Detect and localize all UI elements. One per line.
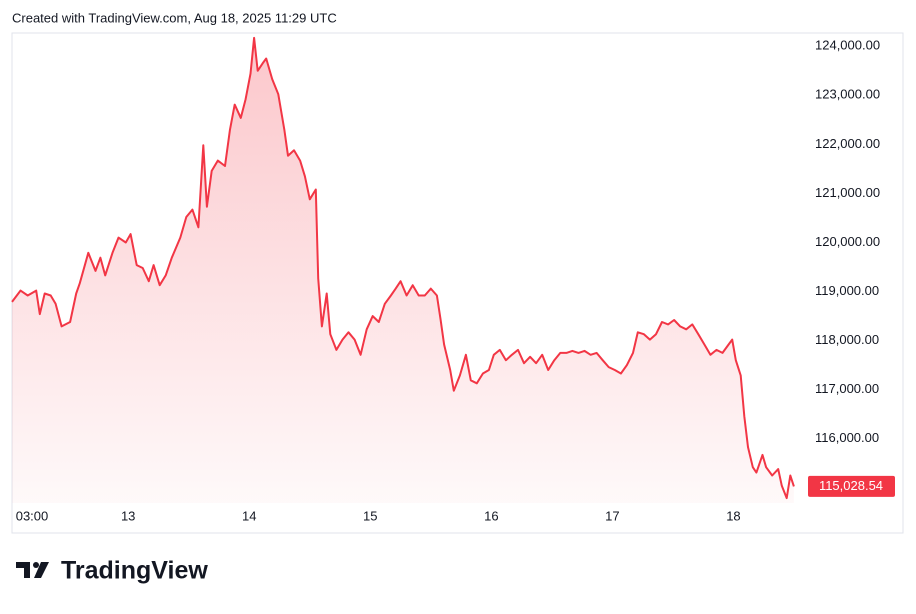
y-tick-label: 117,000.00 (815, 381, 879, 396)
last-price-tag (808, 475, 895, 497)
price-line (11, 36, 795, 500)
y-tick-label: 122,000.00 (815, 136, 880, 151)
x-tick-label: 13 (121, 508, 135, 523)
x-tick-label: 16 (484, 508, 498, 523)
header-text: Created with TradingView.com, Aug 18, 20… (12, 10, 337, 25)
last-price-label: 115,028.54 (819, 478, 883, 493)
x-tick-label: 15 (363, 508, 377, 523)
logo-icon (16, 562, 30, 578)
area-fill (12, 37, 794, 504)
y-tick-label: 123,000.00 (815, 87, 880, 102)
tradingview-logo: TradingView (16, 557, 208, 585)
logo-icon (34, 562, 49, 578)
y-tick-label: 116,000.00 (815, 430, 879, 445)
y-tick-label: 120,000.00 (815, 234, 880, 249)
y-tick-label: 119,000.00 (815, 283, 879, 298)
x-tick-label: 17 (605, 508, 619, 523)
brand-name: TradingView (61, 557, 208, 585)
x-tick-label: 14 (242, 508, 256, 523)
y-tick-label: 121,000.00 (815, 185, 880, 200)
chart-frame (11, 32, 904, 534)
y-tick-label: 118,000.00 (815, 332, 879, 347)
logo-icon (33, 562, 39, 568)
y-tick-label: 124,000.00 (815, 38, 880, 53)
x-tick-label: 18 (726, 508, 740, 523)
x-tick-label: 03:00 (16, 508, 49, 523)
